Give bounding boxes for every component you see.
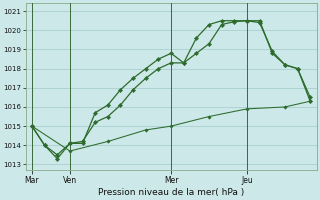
X-axis label: Pression niveau de la mer( hPa ): Pression niveau de la mer( hPa )	[98, 188, 244, 197]
